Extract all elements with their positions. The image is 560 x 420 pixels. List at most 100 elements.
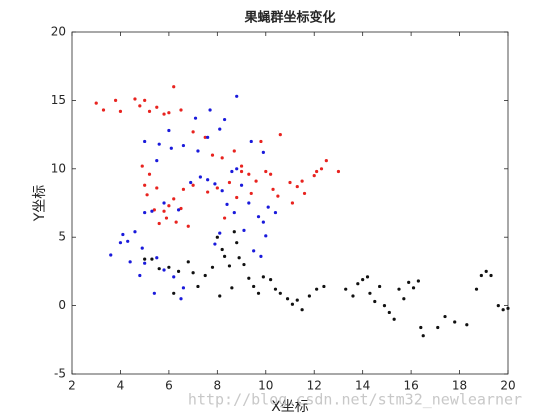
point [261,220,265,224]
point [220,189,224,193]
point [218,294,222,298]
point [145,193,149,197]
point [126,239,130,243]
point [172,275,176,279]
point [278,133,282,137]
point [114,98,118,102]
x-tick-label: 12 [307,379,322,393]
point [181,143,186,148]
point [453,320,457,324]
point [242,262,246,267]
point [239,183,244,187]
point [179,108,183,112]
point [147,172,152,176]
point [295,184,299,189]
point [227,180,232,185]
point [167,204,171,208]
point [264,234,268,238]
point [237,256,241,260]
point [239,164,244,168]
point [315,287,319,291]
point [162,201,166,205]
point [220,247,224,252]
point [172,85,176,89]
point [249,191,253,196]
point [416,279,420,283]
point [94,101,98,105]
point [152,208,156,212]
point [324,158,328,163]
x-tick-label: 6 [165,379,173,393]
point [189,180,193,185]
point [150,209,154,213]
point [232,210,236,215]
y-tick-label: 10 [51,161,66,175]
point [218,231,222,235]
point [378,284,382,289]
point [227,264,232,268]
point [193,116,198,120]
point [198,175,202,179]
point [181,286,186,290]
point [322,284,326,289]
point [230,169,234,174]
point [307,294,311,298]
x-tick-label: 8 [214,379,222,393]
point [506,306,510,310]
point [176,208,181,212]
point [247,276,251,280]
y-tick-label: 20 [51,25,66,39]
point [252,249,256,253]
point [407,280,411,284]
plot-frame [71,31,509,375]
point [223,254,227,258]
x-tick-label: 2 [68,379,76,393]
point [365,275,370,279]
point [419,325,423,330]
point [167,265,171,269]
point [157,267,161,271]
point [290,201,295,205]
point [210,265,215,269]
point [312,174,316,178]
point [235,94,239,98]
point [254,179,258,183]
point [247,172,251,176]
point [443,314,447,319]
point [133,230,137,234]
point [155,186,159,190]
point [302,191,307,196]
point [186,224,190,228]
point [465,323,469,327]
point [143,98,147,102]
point [215,235,219,239]
point [351,294,355,298]
point [368,291,372,295]
point [118,109,123,113]
point [402,297,406,301]
point [167,111,171,115]
x-axis-label: X坐标 [271,399,309,415]
point [162,112,166,116]
point [143,261,147,265]
y-axis-label: Y坐标 [32,185,48,223]
point [172,291,176,295]
point [143,139,147,144]
point [206,178,210,182]
point [150,257,154,261]
point [138,104,142,108]
point [181,187,186,191]
point [232,230,236,234]
point [179,297,183,301]
point [196,149,200,153]
point [167,128,171,133]
x-tick-label: 20 [500,379,515,393]
point [285,297,290,301]
point [109,253,113,257]
point [152,291,156,295]
y-tick-label: -5 [54,367,66,381]
point [421,334,425,338]
point [203,135,207,139]
point [344,287,348,291]
